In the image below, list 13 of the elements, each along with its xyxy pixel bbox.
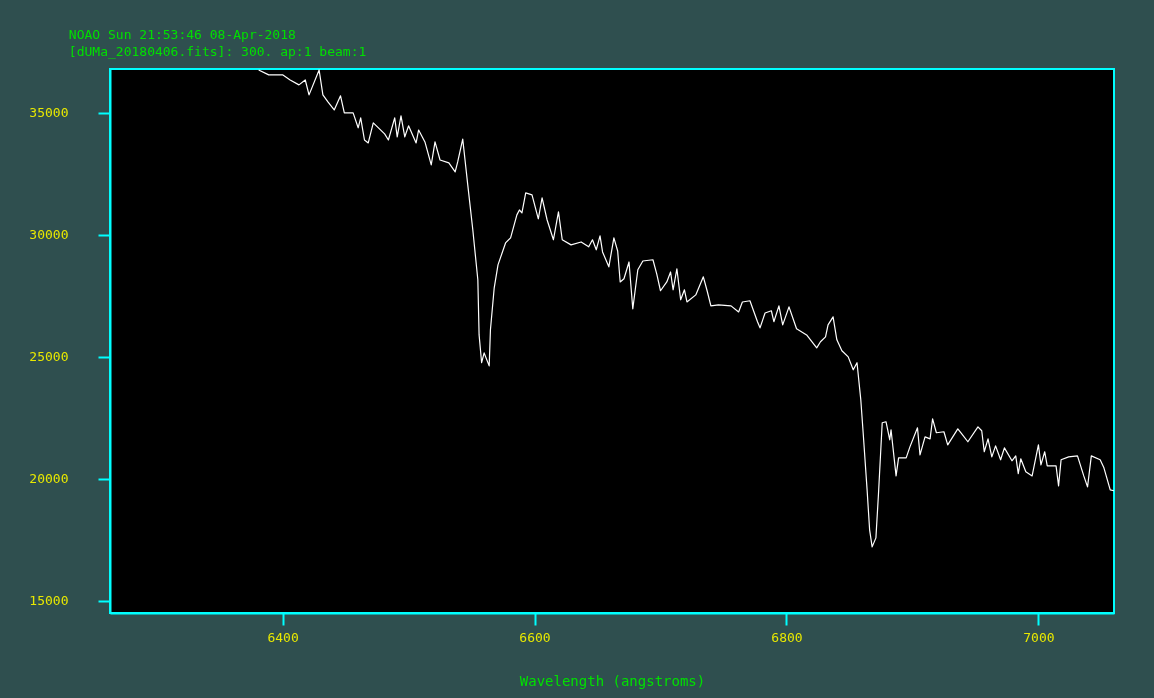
x-tick-label: 6400 [267, 629, 299, 645]
line-series [258, 69, 1114, 548]
x-axis-title: Wavelength (angstroms) [519, 672, 706, 689]
y-tick-label: 25000 [29, 349, 69, 365]
x-tick-label: 6800 [771, 629, 803, 645]
y-tick-label: 15000 [29, 593, 69, 609]
y-tick-label: 20000 [29, 471, 69, 487]
x-tick-label: 7000 [1023, 629, 1055, 645]
chart-subtitle: [dUMa_20180406.fits]: 300. ap:1 beam:1 [68, 44, 367, 59]
y-tick-label: 35000 [29, 105, 69, 121]
y-tick-label: 30000 [29, 227, 69, 243]
chart-title: NOAO Sun 21:53:46 08-Apr-2018 [68, 27, 296, 42]
x-tick-label: 6600 [519, 629, 551, 645]
